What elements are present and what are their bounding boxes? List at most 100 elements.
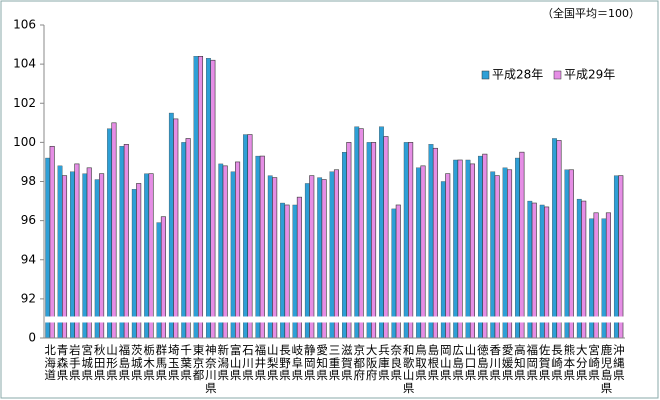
x-tick-label: 青森県 (56, 343, 69, 382)
bar (457, 159, 463, 339)
x-tick-label: 沖縄県 (613, 343, 625, 382)
y-tick-label: 100 (13, 135, 36, 149)
x-tick-label: 北海道 (44, 343, 56, 382)
bar (420, 165, 426, 339)
bar (564, 169, 570, 339)
bar (618, 175, 624, 339)
bar (416, 167, 421, 339)
bar (453, 159, 459, 339)
bar (210, 59, 216, 339)
bar (193, 56, 199, 339)
x-tick-label: 長崎県 (551, 343, 563, 382)
x-tick-label: 三重県 (328, 343, 341, 382)
legend-label: 平成29年 (564, 68, 615, 82)
x-tick-label: 岩手県 (69, 343, 81, 382)
bar (304, 183, 310, 339)
x-tick-label: 神奈川県 (205, 343, 217, 395)
bar (107, 128, 112, 339)
bar (613, 175, 619, 339)
bar (317, 177, 323, 339)
bar (379, 126, 384, 339)
x-tick-label: 新潟県 (217, 343, 229, 382)
x-tick-label: 徳島県 (477, 343, 489, 382)
bar (181, 142, 187, 339)
x-tick-label: 大分県 (575, 343, 588, 382)
x-tick-label: 茨城県 (130, 343, 143, 382)
x-tick-label: 石川県 (242, 343, 254, 382)
bar (469, 163, 475, 339)
bar (259, 155, 265, 339)
bar (465, 159, 471, 339)
bar (168, 112, 174, 339)
x-tick-label: 秋田県 (93, 343, 106, 382)
x-tick-label: 鹿児島県 (600, 343, 613, 395)
legend-swatch (481, 70, 490, 80)
x-tick-label: 佐賀県 (538, 343, 551, 382)
x-tick-label: 大阪府 (365, 343, 378, 382)
x-tick-label: 福井県 (254, 343, 267, 382)
x-tick-label: 静岡県 (304, 343, 316, 382)
x-tick-label: 千葉県 (180, 343, 192, 382)
bar (222, 165, 228, 339)
x-tick-label: 高知県 (514, 343, 526, 382)
x-tick-label: 鳥取県 (415, 343, 427, 382)
bar (197, 55, 204, 339)
y-tick-label: 94 (21, 252, 36, 266)
bar (74, 163, 80, 339)
bar (568, 169, 574, 339)
bar (329, 171, 335, 339)
bar (243, 134, 248, 339)
bar (235, 161, 241, 339)
bar (383, 136, 389, 339)
x-tick-label: 香川県 (489, 343, 501, 382)
x-tick-label: 山口県 (464, 343, 477, 382)
bar (70, 171, 75, 339)
bar (552, 138, 557, 339)
y-tick-label: 0 (28, 331, 36, 345)
x-tick-label: 宮城県 (81, 343, 94, 382)
y-tick-label: 96 (21, 213, 36, 227)
x-tick-label: 山梨県 (266, 343, 279, 382)
bar (477, 155, 483, 339)
bar (255, 155, 261, 339)
bar (403, 142, 409, 339)
bar (123, 144, 129, 339)
bar (366, 142, 372, 339)
bar (445, 173, 451, 339)
bar (346, 142, 352, 339)
x-tick-label: 滋賀県 (341, 343, 353, 382)
bar (111, 122, 117, 339)
x-tick-label: 富山県 (229, 343, 242, 382)
legend-label: 平成28年 (492, 68, 543, 82)
bar (185, 138, 191, 339)
x-tick-label: 栃木県 (143, 343, 155, 382)
bar (49, 145, 55, 339)
bar (428, 144, 434, 339)
bar (61, 175, 68, 339)
x-tick-label: 福島県 (118, 343, 131, 382)
x-tick-label: 奈良県 (390, 343, 403, 382)
bar (206, 58, 211, 339)
y-tick-label: 92 (21, 291, 36, 305)
x-tick-label: 東京都 (192, 343, 205, 382)
x-tick-label: 長野県 (279, 343, 291, 382)
bar (507, 169, 513, 339)
bar (354, 126, 360, 339)
bar (272, 177, 278, 339)
bar (342, 152, 347, 339)
x-tick-label: 広島県 (452, 343, 464, 382)
bar (371, 142, 377, 339)
x-tick-label: 愛知県 (316, 343, 328, 382)
bar (131, 189, 137, 339)
y-tick-label: 102 (13, 96, 36, 110)
legend-swatch (553, 70, 562, 80)
bar (148, 173, 154, 339)
bar (502, 167, 508, 339)
x-tick-label: 熊本県 (563, 343, 576, 382)
bar (45, 157, 51, 339)
bar (490, 171, 496, 339)
bar (515, 157, 520, 339)
note: （全国平均＝100） (542, 6, 640, 20)
